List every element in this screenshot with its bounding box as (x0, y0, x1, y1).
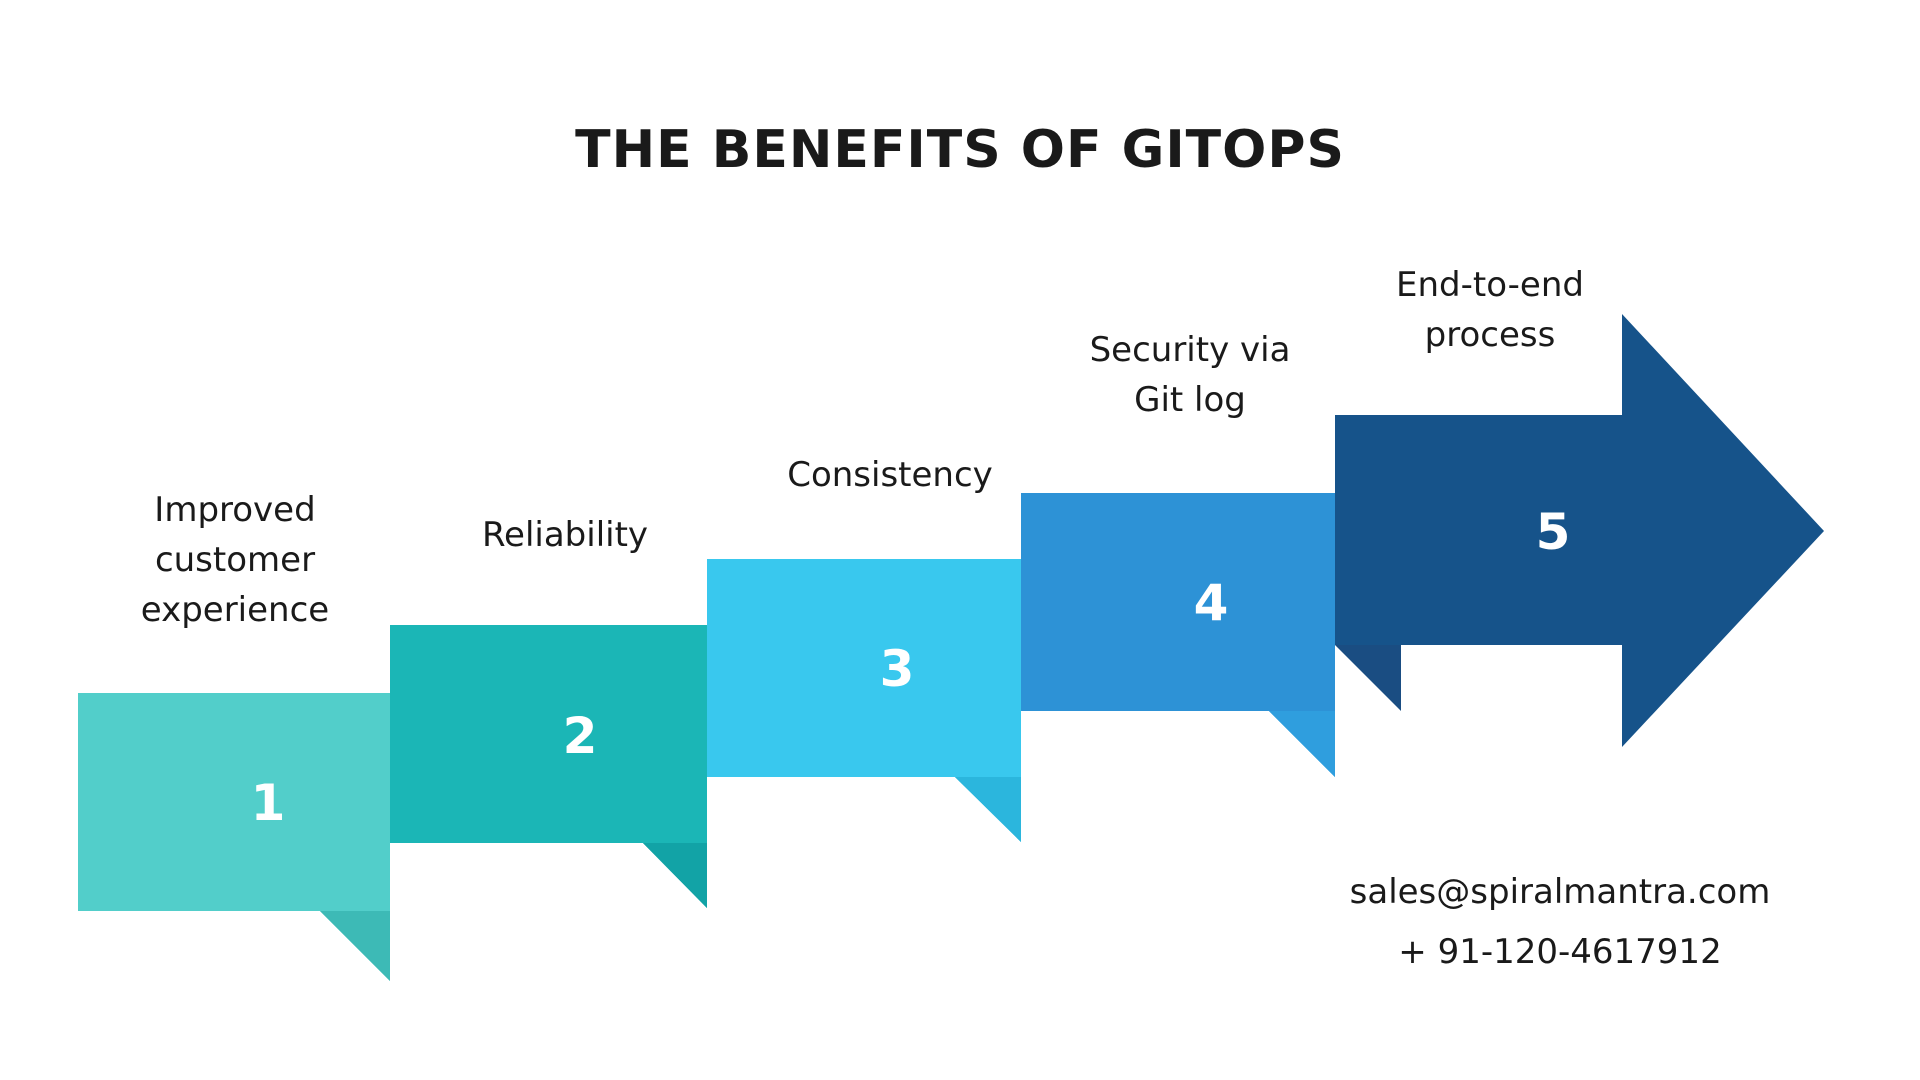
step-1-label: Improved customer experience (115, 485, 355, 635)
step-5-label: End-to-end process (1370, 260, 1610, 360)
step-2-label-line-1: Reliability (481, 515, 649, 555)
contact-phone: + 91-120-4617912 (1398, 932, 1722, 972)
step-3-fold-top (955, 777, 1021, 842)
step-5-label-line-1: End-to-end (1396, 265, 1584, 305)
step-3-block-top (707, 559, 1021, 777)
step-4-label-line-1: Security via (1089, 330, 1291, 370)
step-2-label: Reliability (440, 510, 690, 560)
step-5-fold (1335, 645, 1401, 711)
step-1-number: 1 (251, 774, 286, 832)
step-3-label: Consistency (760, 450, 1020, 500)
step-1-label-line-3: experience (140, 590, 330, 630)
step-4-fold-top (1269, 711, 1335, 777)
contact-email: sales@spiralmantra.com (1349, 872, 1771, 912)
step-2-block-top (390, 625, 707, 843)
step-3-label-line-1: Consistency (787, 455, 993, 495)
step-5-arrow (1335, 314, 1824, 747)
step-1-label-line-2: customer (154, 540, 316, 580)
step-1-block (78, 693, 390, 911)
step-2-number: 2 (563, 707, 598, 765)
step-4-block-top (1021, 493, 1335, 711)
step-4-label-line-2: Git log (1134, 380, 1246, 420)
step-5-label-line-2: process (1424, 315, 1556, 355)
step-1-label-line-1: Improved (154, 490, 316, 530)
step-1-fold-shadow (320, 911, 390, 981)
step-4-label: Security via Git log (1070, 325, 1310, 425)
step-2-fold-top (643, 843, 707, 908)
step-3-number: 3 (880, 640, 915, 698)
page-title: THE BENEFITS OF GITOPS (575, 120, 1345, 180)
step-4-number: 4 (1194, 574, 1229, 632)
step-5-number: 5 (1536, 503, 1571, 561)
